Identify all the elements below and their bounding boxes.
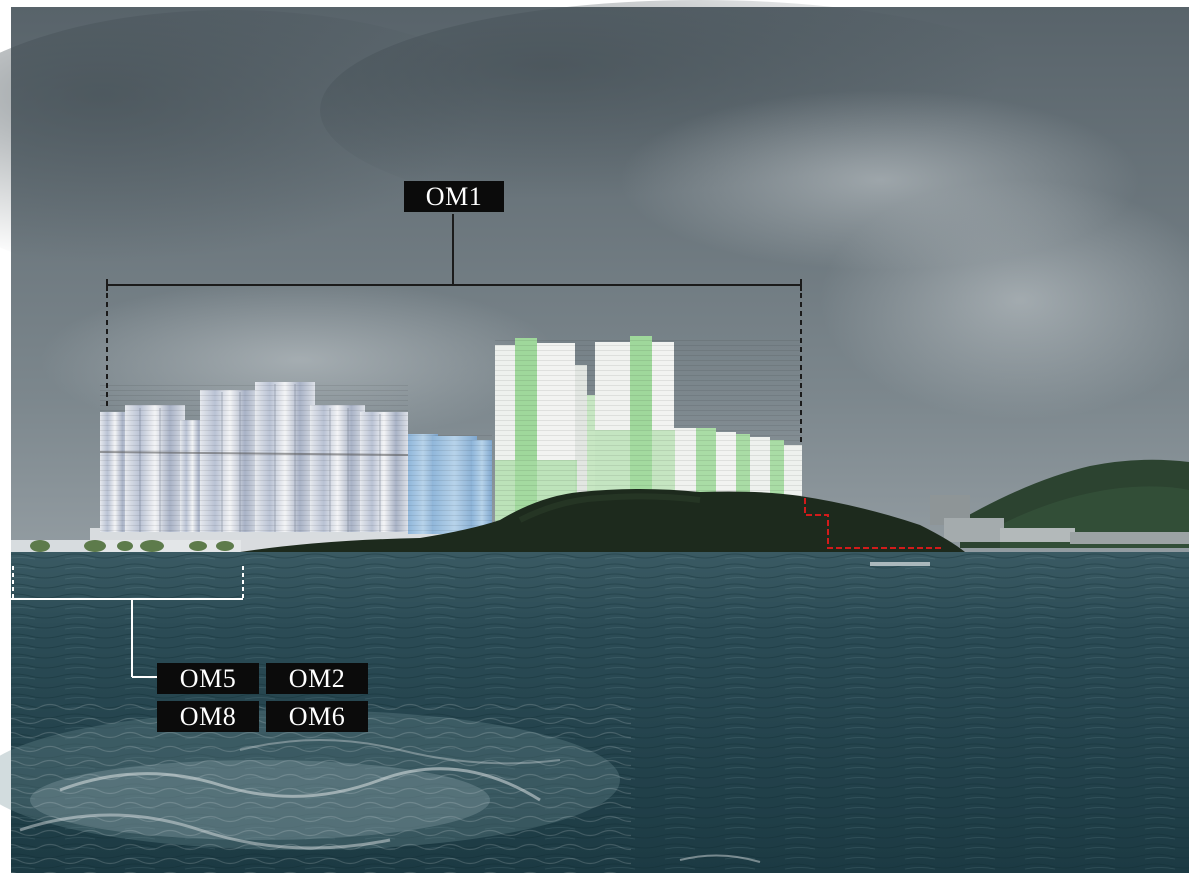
proposed-towers-grey	[99, 382, 409, 532]
label-om1: OM1	[404, 181, 504, 212]
label-om8: OM8	[157, 701, 259, 732]
label-om2: OM2	[266, 663, 368, 694]
boat	[870, 562, 930, 566]
om5-group-callout	[11, 566, 244, 678]
om1-callout	[106, 214, 802, 445]
proposed-towers-blue	[408, 434, 492, 534]
sea-foam	[0, 700, 761, 873]
industrial-buildings	[930, 495, 1189, 544]
label-om5: OM5	[157, 663, 259, 694]
sky-clouds	[0, 0, 1189, 440]
site-boundary-red	[804, 498, 942, 549]
label-om6: OM6	[266, 701, 368, 732]
